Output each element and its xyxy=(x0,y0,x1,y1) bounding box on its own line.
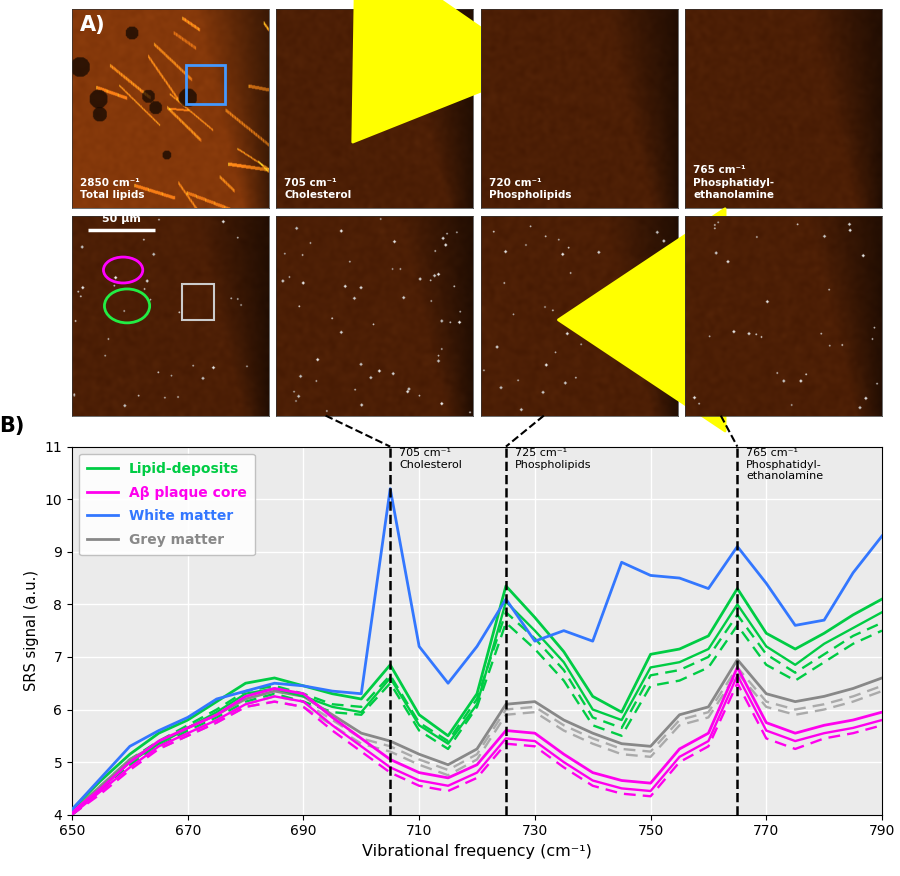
Text: 765 cm⁻¹
Phosphatidyl-
ethanolamine: 765 cm⁻¹ Phosphatidyl- ethanolamine xyxy=(746,449,824,482)
Text: B): B) xyxy=(0,415,24,435)
Y-axis label: SRS signal (a.u.): SRS signal (a.u.) xyxy=(24,570,39,691)
Text: 765 cm⁻¹
Phosphatidyl-
ethanolamine: 765 cm⁻¹ Phosphatidyl- ethanolamine xyxy=(693,166,774,201)
Text: 720 cm⁻¹
Phospholipids: 720 cm⁻¹ Phospholipids xyxy=(489,178,572,201)
Bar xyxy=(182,284,213,320)
Text: 705 cm⁻¹
Cholesterol: 705 cm⁻¹ Cholesterol xyxy=(399,449,462,470)
Text: 50 μm: 50 μm xyxy=(102,214,140,224)
Bar xyxy=(186,65,225,104)
Text: 725 cm⁻¹
Phospholipids: 725 cm⁻¹ Phospholipids xyxy=(515,449,591,470)
Text: A): A) xyxy=(80,15,105,35)
Text: 2850 cm⁻¹
Total lipids: 2850 cm⁻¹ Total lipids xyxy=(80,178,144,201)
Text: 705 cm⁻¹
Cholesterol: 705 cm⁻¹ Cholesterol xyxy=(284,178,352,201)
X-axis label: Vibrational frequency (cm⁻¹): Vibrational frequency (cm⁻¹) xyxy=(362,844,592,859)
Legend: Lipid-deposits, Aβ plaque core, White matter, Grey matter: Lipid-deposits, Aβ plaque core, White ma… xyxy=(79,454,256,555)
